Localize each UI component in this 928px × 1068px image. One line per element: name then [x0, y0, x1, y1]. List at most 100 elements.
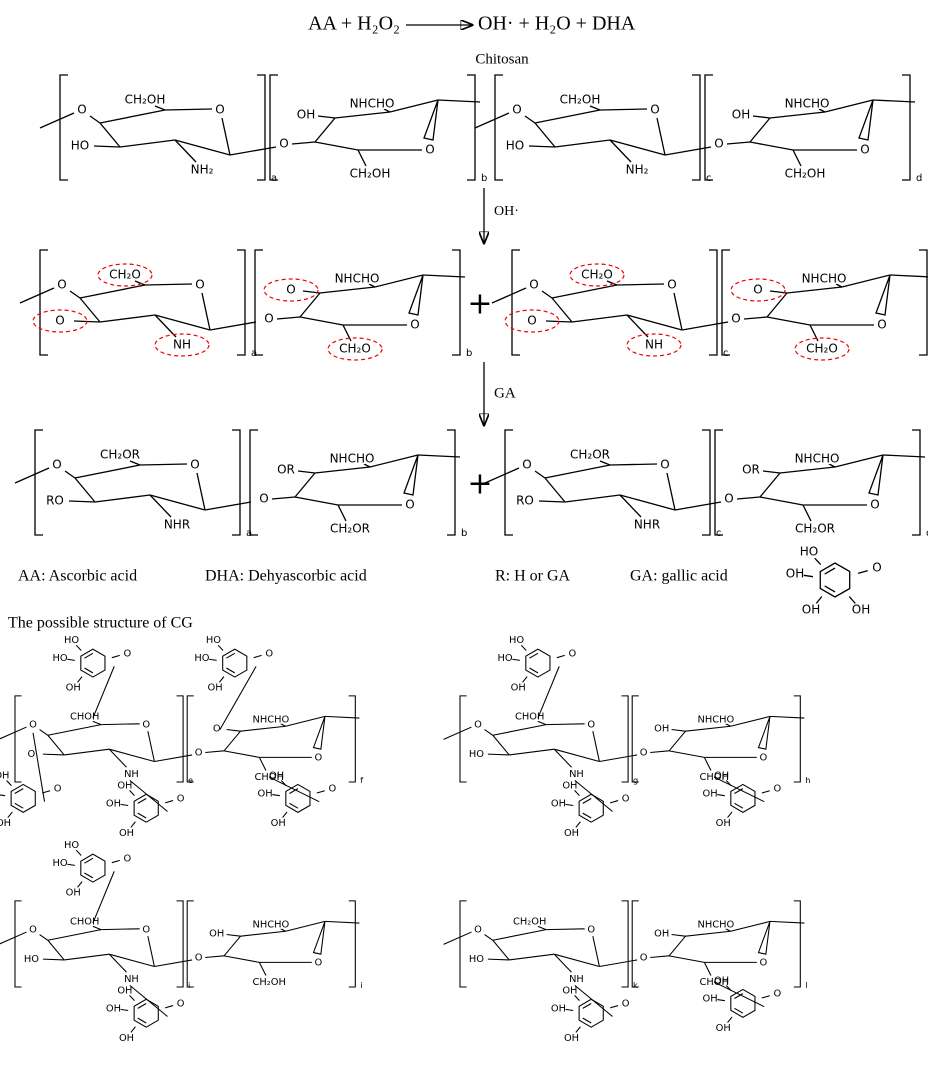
bond	[68, 500, 96, 503]
sugar-unit: O CH₂OR RO NHR Oc	[484, 429, 722, 539]
atom-label: NH₂	[191, 163, 214, 177]
bond	[565, 803, 574, 807]
bond	[749, 117, 771, 143]
highlight-ellipse	[504, 309, 560, 333]
sugar-unit: O CH₂O O NH Oc	[491, 249, 729, 359]
atom-label: NHCHO	[330, 452, 375, 466]
sugar-unit: O CH₂OH HO NH₂ Oa	[39, 74, 277, 184]
atom-label: O	[474, 720, 482, 731]
bond	[422, 274, 466, 278]
atom-label: CHOH	[70, 916, 99, 927]
atom-label: O	[28, 749, 36, 760]
bond	[582, 812, 592, 819]
bond	[759, 472, 781, 498]
bond	[101, 723, 140, 726]
bond	[272, 794, 280, 797]
atom-label: c	[723, 348, 729, 359]
bond	[668, 730, 686, 752]
bond	[374, 274, 424, 288]
atom-label: O	[870, 498, 879, 512]
bond	[204, 501, 252, 511]
bracket	[511, 249, 520, 356]
bond	[39, 112, 75, 129]
highlight-ellipse	[794, 337, 850, 361]
bond	[84, 652, 94, 659]
atom-label: OH	[269, 770, 284, 781]
bond	[79, 284, 146, 299]
bracket	[702, 429, 711, 536]
bracket	[186, 900, 194, 988]
atom-label: NHCHO	[795, 452, 840, 466]
bond	[297, 470, 316, 474]
wedge-bond	[868, 454, 884, 496]
bond	[77, 676, 83, 683]
atom-label: O	[760, 957, 768, 968]
bond	[685, 930, 731, 937]
bond	[109, 953, 155, 968]
bond	[872, 99, 916, 103]
highlight-ellipse	[154, 333, 210, 357]
gallate: HO OH OH O OH	[786, 545, 882, 617]
bond	[258, 962, 267, 976]
bond	[492, 734, 510, 756]
atom-label: CH₂OH	[253, 977, 286, 988]
bond	[223, 935, 241, 957]
bond	[299, 316, 344, 326]
bond	[47, 929, 102, 941]
bracket	[714, 429, 723, 536]
bond	[727, 1016, 733, 1023]
bracket	[14, 900, 22, 988]
atom-label: NH	[124, 769, 139, 780]
atom-label: NHCHO	[697, 715, 734, 726]
bond	[534, 109, 601, 124]
atom-label: O	[123, 853, 131, 864]
sugar-unit: O OH NHCHO CH₂OH Od	[704, 74, 922, 184]
bond	[626, 314, 683, 331]
bond	[509, 748, 555, 756]
atom-label: OH	[654, 724, 669, 735]
bracket	[459, 900, 467, 988]
bond	[84, 872, 94, 879]
bond	[824, 99, 874, 113]
bond	[717, 999, 725, 1002]
bond	[666, 472, 676, 511]
sugar-unit: O O NHCHO CH₂O Ob	[254, 249, 472, 361]
bond	[149, 494, 206, 511]
bond	[224, 750, 260, 758]
atom-label: O	[773, 784, 781, 795]
bond	[84, 857, 94, 864]
benzene-ring	[525, 648, 551, 678]
bond	[7, 811, 13, 818]
bond	[226, 933, 241, 937]
bond	[713, 981, 765, 1008]
bond	[334, 111, 391, 119]
sugar-unit: O OR NHCHO CH₂OR Od	[714, 429, 928, 539]
bond	[824, 585, 836, 593]
bracket	[186, 695, 194, 783]
bond	[802, 504, 812, 522]
atom-label: OH	[714, 770, 729, 781]
bond	[108, 748, 127, 768]
atom-label: O	[123, 648, 131, 659]
benzene-ring	[80, 853, 106, 883]
atom-label: O	[195, 952, 203, 963]
legend-item: GA: gallic acid	[630, 568, 728, 585]
bond	[14, 788, 24, 794]
bond	[762, 470, 781, 474]
bond	[599, 108, 648, 111]
atom-label: OH	[716, 1023, 731, 1034]
sugar-unit: O CH₂OH HO NH Ok	[443, 900, 638, 990]
benzene-ring	[285, 783, 311, 813]
atom-label: OH	[66, 683, 81, 694]
atom-label: e	[188, 775, 193, 785]
atom-label: HO	[53, 858, 68, 869]
bond	[253, 654, 262, 659]
bond	[734, 788, 744, 794]
atom-label: O	[177, 998, 185, 1009]
atom-label: O	[315, 752, 323, 763]
bond	[369, 454, 419, 468]
bond	[443, 726, 472, 740]
bond	[671, 728, 686, 732]
bond	[727, 811, 733, 818]
bond	[368, 283, 376, 288]
